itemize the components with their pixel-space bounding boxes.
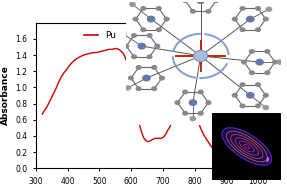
Circle shape <box>265 7 272 12</box>
Circle shape <box>156 27 162 32</box>
Circle shape <box>232 17 238 22</box>
Circle shape <box>135 86 142 91</box>
Circle shape <box>151 65 157 70</box>
Circle shape <box>194 50 208 61</box>
Circle shape <box>189 116 196 121</box>
Circle shape <box>182 0 188 3</box>
Circle shape <box>239 27 246 32</box>
Circle shape <box>164 17 170 22</box>
Circle shape <box>241 60 247 65</box>
Circle shape <box>146 54 153 59</box>
Circle shape <box>246 16 255 22</box>
Circle shape <box>205 100 212 105</box>
Circle shape <box>232 93 238 98</box>
Circle shape <box>276 59 283 65</box>
Circle shape <box>125 85 131 91</box>
Circle shape <box>123 44 129 49</box>
Circle shape <box>156 6 162 11</box>
Circle shape <box>263 93 269 98</box>
Circle shape <box>128 76 134 81</box>
Circle shape <box>140 6 146 11</box>
Circle shape <box>263 17 269 22</box>
Circle shape <box>135 65 142 70</box>
Circle shape <box>189 99 197 106</box>
Circle shape <box>174 100 181 105</box>
Circle shape <box>154 44 160 49</box>
Circle shape <box>213 0 219 3</box>
Circle shape <box>146 33 153 38</box>
Circle shape <box>159 76 165 81</box>
Circle shape <box>272 60 278 65</box>
Legend: Pu: Pu <box>80 27 119 43</box>
Circle shape <box>205 9 212 14</box>
Circle shape <box>151 86 157 91</box>
Circle shape <box>196 0 205 4</box>
Circle shape <box>142 75 151 81</box>
Circle shape <box>131 33 137 38</box>
Circle shape <box>137 43 146 50</box>
Circle shape <box>190 9 196 14</box>
Circle shape <box>182 90 188 94</box>
Circle shape <box>249 49 255 54</box>
Circle shape <box>129 2 136 7</box>
Circle shape <box>131 54 137 59</box>
Circle shape <box>133 17 139 22</box>
Circle shape <box>197 111 204 116</box>
Circle shape <box>120 31 127 36</box>
Circle shape <box>255 27 261 32</box>
Circle shape <box>255 6 261 11</box>
Circle shape <box>264 49 270 54</box>
Circle shape <box>262 105 269 110</box>
Circle shape <box>264 70 270 75</box>
Circle shape <box>255 82 261 87</box>
Circle shape <box>182 111 188 116</box>
Circle shape <box>140 27 146 32</box>
Circle shape <box>255 59 264 66</box>
Circle shape <box>239 6 246 11</box>
Circle shape <box>249 70 255 75</box>
Circle shape <box>239 82 246 87</box>
Y-axis label: Absorbance: Absorbance <box>1 66 10 125</box>
Circle shape <box>147 16 156 22</box>
Circle shape <box>239 103 246 108</box>
Circle shape <box>197 90 204 94</box>
Circle shape <box>246 92 255 99</box>
Polygon shape <box>222 128 272 165</box>
Circle shape <box>255 103 261 108</box>
